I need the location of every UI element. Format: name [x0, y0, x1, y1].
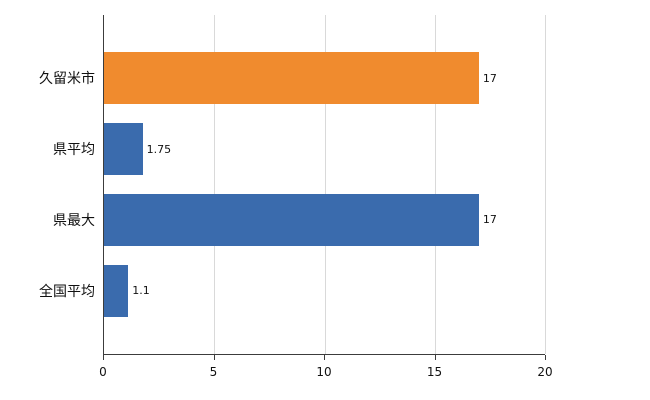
x-axis: 0 5 10 15 20 [99, 355, 553, 390]
x-axis-tick [545, 355, 546, 360]
category-label: 県最大 [53, 212, 95, 229]
x-axis-tick [103, 355, 104, 360]
category-label: 県平均 [53, 142, 95, 159]
category-label: 久留米市 [39, 71, 95, 88]
value-label: 1.1 [132, 284, 150, 298]
x-tick-label: 20 [537, 365, 553, 379]
category-label: 全国平均 [39, 283, 95, 300]
bar [104, 193, 479, 246]
bar-row: 県最大 17 [53, 185, 545, 256]
bar-rows: 久留米市 17 県平均 1.75 県最大 17 全国平均 1.1 [39, 15, 545, 354]
x-tick-label: 10 [316, 365, 332, 379]
x-axis-tick [213, 355, 215, 360]
bar-row: 久留米市 17 [39, 43, 545, 114]
gridline [214, 15, 216, 354]
bar [104, 264, 129, 317]
bar-row: 全国平均 1.1 [39, 255, 545, 326]
plot-area: 久留米市 17 県平均 1.75 県最大 17 全国平均 1.1 [39, 15, 546, 355]
gridline [434, 15, 436, 354]
value-label: 1.75 [146, 142, 172, 156]
bar [104, 123, 143, 176]
value-label: 17 [482, 213, 497, 227]
gridline [545, 15, 546, 354]
x-axis-tick [324, 355, 325, 360]
x-tick-label: 0 [99, 365, 107, 379]
bar-row: 県平均 1.75 [53, 114, 545, 185]
x-tick-label: 15 [426, 365, 443, 379]
x-tick-label: 5 [209, 365, 218, 379]
gridline [324, 15, 326, 354]
value-label: 17 [482, 71, 497, 85]
bar [104, 52, 479, 105]
x-axis-tick [434, 355, 436, 360]
